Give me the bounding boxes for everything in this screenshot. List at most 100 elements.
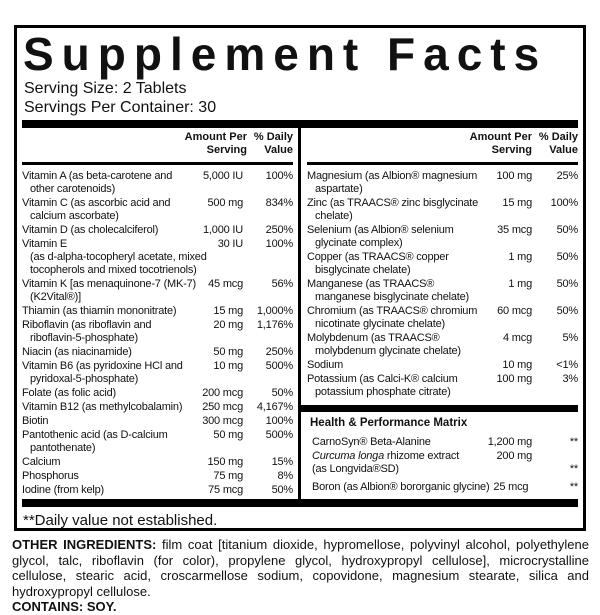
amount-per-serving-header: Amount Per Serving	[184, 131, 247, 156]
nutrient-amount: 20 mg	[213, 319, 243, 331]
nutrient-amount: 30 IU	[217, 238, 243, 250]
nutrient-dv: 100%	[265, 170, 294, 182]
nutrient-name: Pantothenic acid (as D-calcium pantothen…	[22, 429, 168, 454]
nutrient-dv: 100%	[265, 238, 294, 250]
table-row-sodium: Sodium 10 mg <1%	[307, 359, 578, 372]
page-title: Supplement Facts	[23, 28, 548, 80]
table-row-potassium: Potassium (as Calci-K® calcium potassium…	[307, 373, 578, 399]
header-rule	[307, 162, 578, 165]
nutrient-dv: 50%	[556, 251, 579, 263]
nutrient-dv: 50%	[271, 484, 294, 496]
nutrient-dv: 50%	[271, 387, 294, 399]
nutrient-dv: 50%	[556, 278, 579, 290]
nutrient-name: Vitamin K [as menaquinone-7 (MK-7) (K2Vi…	[22, 278, 196, 303]
below-panel-text: OTHER INGREDIENTS: film coat [titanium d…	[12, 537, 589, 615]
table-row-boron: Boron (as Albion® bororganic glycine) 25 …	[307, 481, 578, 494]
botanical-name: Curcuma longa	[312, 450, 384, 462]
nutrient-name-rest: rhizome extract (as Longvida®SD)	[312, 450, 460, 475]
table-row-biotin: Biotin 300 mcg 100%	[22, 415, 293, 428]
nutrient-dv: 1,176%	[256, 319, 293, 331]
table-row-molybdenum: Molybdenum (as TRAACS® molybdenum glycin…	[307, 332, 578, 358]
nutrient-dv: 50%	[556, 224, 579, 236]
nutrient-name: Riboflavin (as riboflavin and riboflavin…	[22, 319, 152, 344]
nutrient-amount: 75 mg	[213, 470, 243, 482]
daily-value-footnote: **Daily value not established.	[23, 512, 218, 529]
nutrient-dv: **	[569, 436, 578, 448]
table-row-vitamin-e: Vitamin E (as d-alpha-tocopheryl acetate…	[22, 238, 293, 277]
matrix-section-title: Health & Performance Matrix	[310, 417, 468, 429]
header-rule	[22, 162, 293, 165]
nutrient-name: Vitamin A (as beta-carotene and other ca…	[22, 170, 173, 195]
table-row-iodine: Iodine (from kelp) 75 mcg 50%	[22, 484, 293, 497]
nutrient-amount: 250 mcg	[202, 401, 243, 413]
table-row-thiamin: Thiamin (as thiamin mononitrate) 15 mg 1…	[22, 305, 293, 318]
table-row-zinc: Zinc (as TRAACS® zinc bisglycinate chela…	[307, 197, 578, 223]
nutrient-amount: 75 mcg	[208, 484, 243, 496]
nutrient-amount: 15 mg	[213, 305, 243, 317]
supplement-facts-panel: Supplement Facts Serving Size: 2 Tablets…	[14, 25, 586, 531]
other-ingredients-label: OTHER INGREDIENTS:	[12, 537, 157, 552]
nutrient-amount: 5,000 IU	[203, 170, 243, 182]
matrix-section-bar	[301, 405, 578, 412]
servings-per-container: Servings Per Container: 30	[24, 99, 217, 116]
table-row-magnesium: Magnesium (as Albion® magnesium aspartat…	[307, 170, 578, 196]
nutrient-name: Vitamin B12 (as methylcobalamin)	[22, 401, 183, 413]
divider-bar-top	[22, 120, 578, 128]
nutrient-amount: 10 mg	[213, 360, 243, 372]
nutrient-dv: 15%	[271, 456, 294, 468]
table-column-left: Amount Per Serving % Daily Value Vitamin…	[22, 128, 298, 499]
nutrient-dv: 100%	[265, 415, 294, 427]
nutrient-amount: 45 mcg	[208, 278, 243, 290]
nutrient-amount: 50 mg	[213, 429, 243, 441]
table-row-vitamin-d: Vitamin D (as cholecalciferol) 1,000 IU …	[22, 224, 293, 237]
nutrient-name: Iodine (from kelp)	[22, 484, 104, 496]
table-row-phosphorus: Phosphorus 75 mg 8%	[22, 470, 293, 483]
nutrient-amount: 100 mg	[496, 373, 533, 385]
nutrient-name: Chromium (as TRAACS® chromium nicotinate…	[307, 305, 478, 330]
nutrient-amount: 1 mg	[508, 251, 532, 263]
nutrient-dv: 100%	[550, 197, 579, 209]
table-row-vitamin-k: Vitamin K [as menaquinone-7 (MK-7) (K2Vi…	[22, 278, 293, 304]
table-row-riboflavin: Riboflavin (as riboflavin and riboflavin…	[22, 319, 293, 345]
nutrient-name: Niacin (as niacinamide)	[22, 346, 132, 358]
table-row-curcuma-longa: Curcuma longa rhizome extract (as Longvi…	[307, 450, 578, 476]
nutrient-amount: 25 mcg	[493, 481, 529, 493]
nutrient-name: Vitamin E (as d-alpha-tocopheryl acetate…	[22, 238, 207, 276]
other-ingredients: OTHER INGREDIENTS: film coat [titanium d…	[12, 537, 589, 599]
nutrient-name: Folate (as folic acid)	[22, 387, 117, 399]
nutrient-amount: 150 mg	[207, 456, 244, 468]
nutrient-dv: 4,167%	[256, 401, 293, 413]
nutrient-amount: 60 mcg	[497, 305, 532, 317]
nutrient-name: Thiamin (as thiamin mononitrate)	[22, 305, 177, 317]
nutrient-name: Vitamin B6 (as pyridoxine HCl and pyrido…	[22, 360, 183, 385]
nutrient-name: Copper (as TRAACS® copper bisglycinate c…	[307, 251, 449, 276]
nutrient-name: Boron (as Albion® bororganic glycine) 25 …	[312, 481, 578, 494]
nutrient-amount: 15 mg	[502, 197, 532, 209]
percent-daily-value-header: % Daily Value	[253, 131, 293, 156]
nutrient-dv: 500%	[265, 360, 294, 372]
table-row-calcium: Calcium 150 mg 15%	[22, 456, 293, 469]
table-row-folate: Folate (as folic acid) 200 mcg 50%	[22, 387, 293, 400]
table-row-vitamin-b6: Vitamin B6 (as pyridoxine HCl and pyrido…	[22, 360, 293, 386]
nutrient-dv: 25%	[556, 170, 579, 182]
amount-per-serving-header: Amount Per Serving	[469, 131, 532, 156]
nutrient-amount: 50 mg	[213, 346, 243, 358]
table-row-vitamin-b12: Vitamin B12 (as methylcobalamin) 250 mcg…	[22, 401, 293, 414]
table-column-right: Amount Per Serving % Daily Value Magnesi…	[301, 128, 578, 499]
nutrient-dv: 500%	[265, 429, 294, 441]
nutrient-amount: 4 mcg	[503, 332, 532, 344]
divider-bar-bottom	[22, 499, 578, 507]
serving-size: Serving Size: 2 Tablets	[24, 80, 187, 97]
nutrient-name: Molybdenum (as TRAACS® molybdenum glycin…	[307, 332, 461, 357]
nutrient-name: Zinc (as TRAACS® zinc bisglycinate chela…	[307, 197, 479, 222]
nutrient-dv: 250%	[265, 224, 294, 236]
nutrient-name: CarnoSyn® Beta-Alanine	[312, 436, 431, 448]
column-headers-left: Amount Per Serving % Daily Value	[22, 131, 293, 159]
table-row-manganese: Manganese (as TRAACS® manganese bisglyci…	[307, 278, 578, 304]
nutrient-name: Magnesium (as Albion® magnesium aspartat…	[307, 170, 478, 195]
table-row-vitamin-a: Vitamin A (as beta-carotene and other ca…	[22, 170, 293, 196]
other-ingredients-text: film coat [titanium dioxide, hypromellos…	[12, 537, 589, 599]
percent-daily-value-header: % Daily Value	[538, 131, 578, 156]
column-divider	[298, 128, 301, 499]
nutrient-dv: 1,000%	[256, 305, 293, 317]
